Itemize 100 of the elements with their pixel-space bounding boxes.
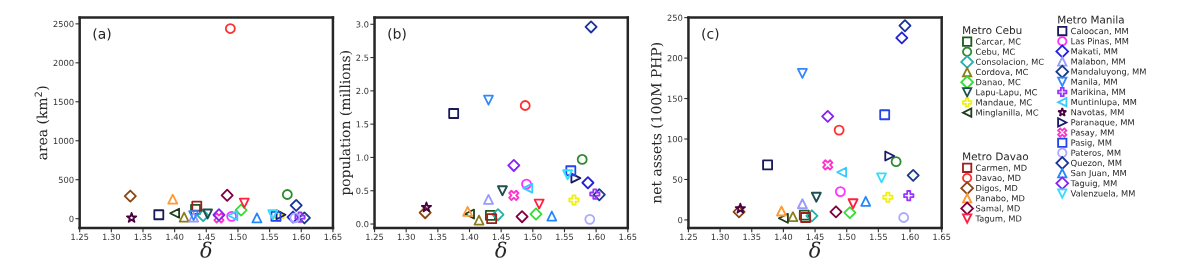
legend-label: Samal, MD (976, 205, 1020, 213)
legend-label: Panabo, MD (976, 194, 1025, 203)
point (890, 156, 902, 168)
x-tick-label: 1.60 (292, 233, 310, 241)
point (167, 193, 179, 205)
point (508, 189, 520, 201)
point (847, 198, 859, 210)
point (879, 109, 891, 121)
y-axis-title: population (millions) (339, 51, 353, 196)
point (483, 94, 494, 106)
y-tick-label: 2000 (53, 59, 74, 67)
legend-label: Navotas, MM (1071, 109, 1124, 117)
point (796, 68, 808, 79)
point (483, 193, 494, 205)
y-tick-label: 0.0 (356, 221, 369, 228)
point (576, 154, 588, 165)
x-tick-label: 1.25 (71, 233, 89, 241)
point (584, 213, 596, 225)
point (533, 198, 545, 210)
legend-label: Lapu-Lapu, MC (976, 89, 1037, 98)
y-tick-label: 1.5 (356, 121, 369, 128)
point (860, 195, 872, 207)
point (521, 178, 532, 190)
legend-label: Paranaque, MM (1071, 119, 1134, 128)
legend-label: Las Pinas, MM (1071, 37, 1129, 46)
text: Metro Cebu (963, 26, 1022, 35)
legend-label: San Juan, MM (1071, 169, 1126, 178)
point (568, 194, 580, 206)
point (570, 172, 582, 184)
x-tick-label: 1.35 (429, 233, 447, 241)
point (810, 191, 822, 203)
y-tick-label: 0 (69, 215, 74, 222)
y-tick-label: 250 (667, 14, 683, 21)
point (418, 206, 432, 220)
point (898, 19, 912, 33)
y-tick-label: 500 (58, 176, 74, 183)
point (529, 207, 543, 221)
x-tick-label: 1.45 (806, 233, 824, 241)
point (562, 169, 574, 181)
point (882, 191, 894, 203)
point (484, 209, 496, 221)
point (497, 185, 508, 197)
point (777, 212, 789, 224)
point (884, 150, 896, 162)
y-tick-label: 1500 (53, 98, 74, 106)
legend-label: Carcar, MC (975, 38, 1021, 46)
legend-label: Cordova, MC (975, 68, 1028, 76)
point (833, 124, 845, 136)
annotation: (c) (702, 28, 719, 41)
x-tick-label: 1.30 (397, 233, 415, 241)
point (834, 186, 846, 198)
x-tick-label: 1.45 (197, 233, 215, 241)
point (448, 108, 460, 119)
legend-label: Pasay, MM (1071, 129, 1114, 138)
x-tick-label: 1.30 (102, 233, 121, 241)
point (546, 210, 558, 222)
x-tick-label: 1.25 (366, 233, 384, 241)
point (876, 172, 887, 184)
point (776, 205, 787, 217)
point (169, 207, 181, 219)
point (903, 190, 915, 202)
x-tick-label: 1.55 (556, 233, 574, 241)
point (234, 203, 248, 217)
x-tick-label: 1.60 (587, 233, 605, 241)
legend-label: Mandaue, MC (976, 99, 1032, 107)
y-tick-label: 1.0 (356, 154, 369, 161)
legend-label: Quezon, MM (1071, 159, 1122, 168)
legend-label: Caloocan, MM (1071, 27, 1128, 35)
y-tick-label: 2.0 (356, 87, 369, 95)
x-tick-label: 1.40 (461, 233, 479, 241)
point (196, 209, 210, 223)
point (486, 213, 498, 225)
x-tick-label: 1.35 (134, 233, 152, 241)
legend-label: Carmen, MD (975, 164, 1027, 172)
point (473, 214, 485, 226)
legend-label: Cebu, MC (975, 48, 1015, 56)
point (589, 188, 601, 200)
legend-label: Minglanilla, MC (976, 109, 1039, 118)
y-tick-label: 2500 (53, 20, 74, 28)
legend-label: Danao, MC (976, 78, 1021, 87)
x-axis-title: δ (200, 241, 212, 258)
point (153, 209, 165, 221)
x-tick-label: 1.50 (229, 233, 247, 241)
x-tick-label: 1.65 (619, 233, 637, 241)
y-tick-label: 150 (667, 95, 683, 102)
point (592, 188, 606, 202)
point (734, 202, 746, 214)
point (220, 188, 234, 202)
point (281, 189, 293, 200)
x-tick-label: 1.45 (492, 233, 510, 241)
point (581, 176, 595, 190)
point (895, 31, 909, 45)
point (126, 212, 138, 223)
legend-label: Digos, MD (976, 184, 1018, 193)
point (829, 205, 843, 219)
point (123, 189, 137, 203)
legend-label: Davao, MD (976, 174, 1021, 182)
annotation: (b) (388, 28, 406, 41)
point (836, 166, 848, 178)
point (224, 23, 236, 34)
